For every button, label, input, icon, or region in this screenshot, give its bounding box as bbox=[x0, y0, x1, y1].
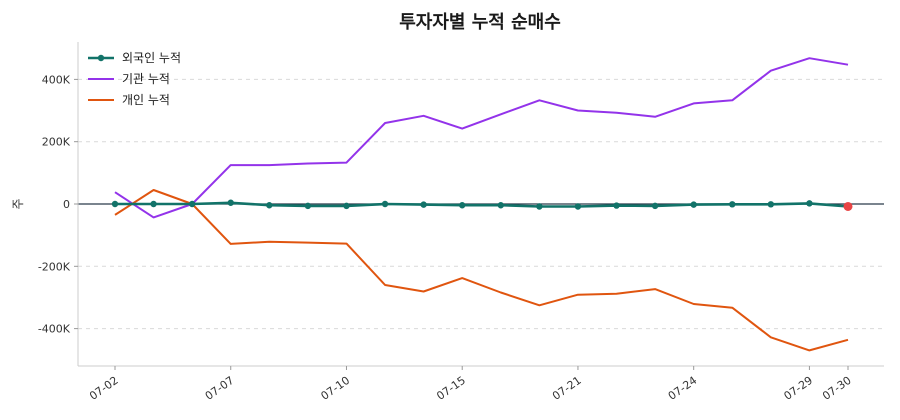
x-tick-label: 07-29 bbox=[781, 374, 815, 403]
data-point bbox=[266, 202, 273, 209]
x-tick-label: 07-02 bbox=[87, 374, 121, 403]
data-point bbox=[150, 200, 157, 208]
series-line bbox=[114, 57, 849, 219]
y-tick-label: 200K bbox=[42, 136, 71, 149]
data-point bbox=[111, 200, 119, 208]
y-tick-label: -400K bbox=[38, 323, 71, 336]
legend-label: 개인 누적 bbox=[122, 93, 170, 107]
legend-label: 외국인 누적 bbox=[122, 51, 181, 65]
series-line bbox=[115, 201, 849, 208]
data-point bbox=[767, 201, 775, 208]
y-tick-label: 0 bbox=[63, 198, 70, 211]
data-point bbox=[806, 200, 813, 207]
chart-title: 투자자별 누적 순매수 bbox=[399, 12, 561, 33]
y-tick-label: -200K bbox=[38, 260, 71, 273]
data-point bbox=[536, 203, 543, 210]
data-point bbox=[381, 200, 389, 208]
data-point bbox=[459, 202, 466, 209]
data-point bbox=[574, 203, 582, 210]
data-point bbox=[729, 201, 736, 208]
series-lines bbox=[111, 57, 853, 352]
legend-label: 기관 누적 bbox=[122, 72, 170, 86]
last-data-point bbox=[843, 201, 853, 211]
grid bbox=[78, 78, 884, 330]
data-point bbox=[304, 202, 312, 210]
data-point bbox=[613, 202, 620, 209]
legend-marker bbox=[97, 54, 105, 62]
x-tick-label: 07-24 bbox=[666, 374, 700, 403]
series-line bbox=[114, 189, 849, 352]
x-tick-label: 07-10 bbox=[319, 374, 353, 403]
x-tick-label: 07-15 bbox=[434, 374, 468, 403]
data-point bbox=[227, 199, 234, 206]
data-point bbox=[343, 202, 350, 210]
y-tick-label: 400K bbox=[42, 73, 71, 86]
data-point bbox=[651, 202, 659, 210]
data-point bbox=[497, 202, 504, 209]
data-point bbox=[420, 201, 427, 208]
data-point bbox=[690, 201, 697, 208]
data-point bbox=[188, 200, 196, 208]
x-tick-label: 07-30 bbox=[820, 374, 854, 403]
y-axis-label: 주 bbox=[11, 198, 25, 209]
x-tick-label: 07-21 bbox=[550, 374, 584, 403]
x-tick-label: 07-07 bbox=[203, 374, 237, 403]
